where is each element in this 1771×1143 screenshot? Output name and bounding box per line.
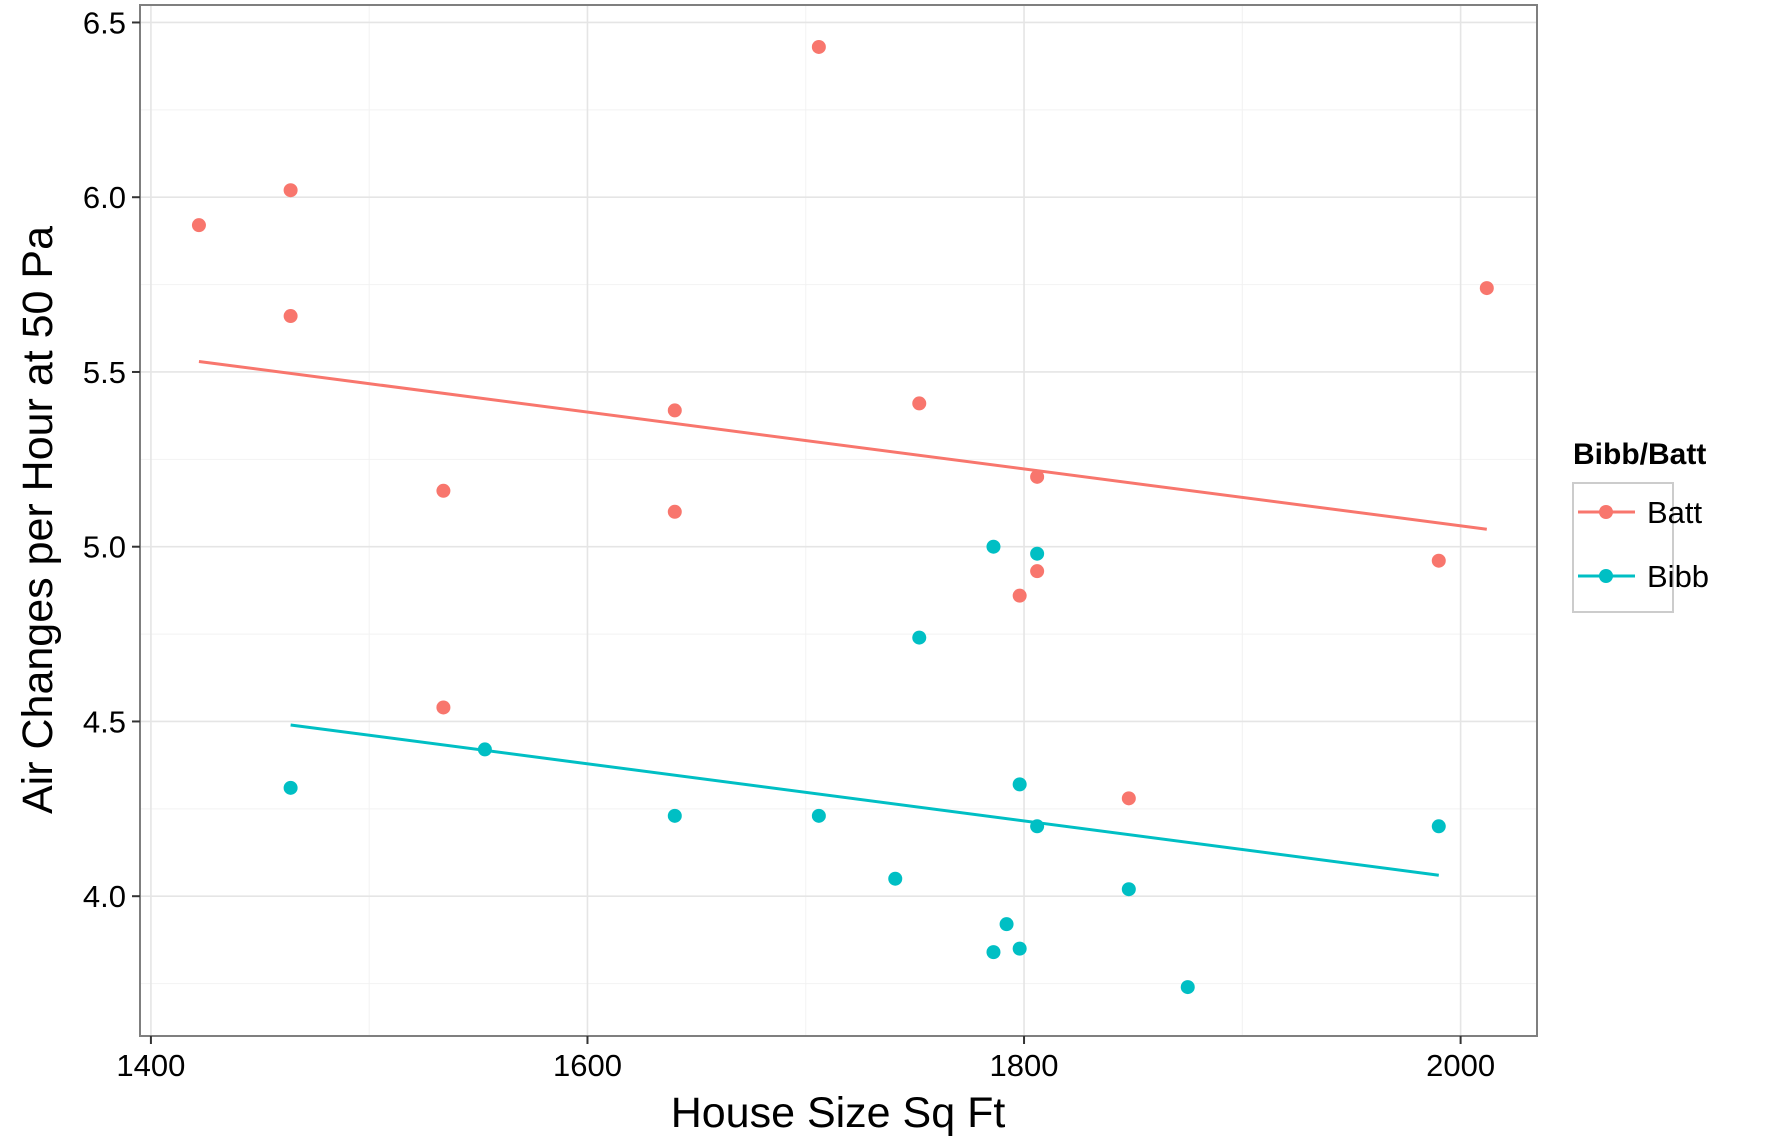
- data-point-bibb: [888, 871, 903, 886]
- data-point-bibb: [1030, 546, 1045, 561]
- data-point-batt: [436, 483, 451, 498]
- data-point-batt: [1479, 281, 1494, 296]
- y-tick-label: 6.5: [83, 5, 126, 40]
- data-point-bibb: [477, 742, 492, 757]
- data-point-batt: [811, 39, 826, 54]
- legend-key-point: [1599, 569, 1613, 583]
- legend-box: [1572, 482, 1674, 613]
- data-point-bibb: [912, 630, 927, 645]
- legend-label-bibb: Bibb: [1647, 559, 1709, 594]
- trend-line-batt: [198, 359, 1487, 531]
- data-point-bibb: [1012, 941, 1027, 956]
- y-tick-label: 6.0: [83, 180, 126, 215]
- data-point-batt: [283, 309, 298, 324]
- grid-major: [140, 5, 1537, 1036]
- data-point-batt: [436, 700, 451, 715]
- plot-panel: [140, 5, 1537, 1036]
- data-point-batt: [191, 218, 206, 233]
- x-tick-label: 1400: [116, 1048, 185, 1083]
- data-point-batt: [1012, 588, 1027, 603]
- data-point-bibb: [811, 808, 826, 823]
- x-axis: 1400 1600 1800 2000: [116, 1036, 1495, 1083]
- y-axis: 4.0 4.5 5.0 5.5 6.0 6.5: [83, 5, 140, 914]
- x-axis-title: House Size Sq Ft: [671, 1089, 1006, 1137]
- data-point-bibb: [999, 917, 1014, 932]
- data-point-batt: [1431, 553, 1446, 568]
- data-point-batt: [1121, 791, 1136, 806]
- y-tick-label: 5.5: [83, 355, 126, 390]
- data-point-bibb: [1180, 980, 1195, 995]
- y-tick-label: 4.0: [83, 879, 126, 914]
- x-tick-label: 1800: [990, 1048, 1059, 1083]
- x-tick-label: 2000: [1426, 1048, 1495, 1083]
- data-point-batt: [1030, 564, 1045, 579]
- data-point-bibb: [283, 780, 298, 795]
- grid-minor: [140, 5, 1537, 1036]
- legend-key-point: [1599, 505, 1613, 519]
- data-point-bibb: [667, 808, 682, 823]
- data-point-batt: [912, 396, 927, 411]
- data-point-batt: [667, 403, 682, 418]
- y-tick-label: 4.5: [83, 704, 126, 739]
- data-point-bibb: [1121, 882, 1136, 897]
- data-point-bibb: [1030, 819, 1045, 834]
- legend-label-batt: Batt: [1647, 495, 1703, 530]
- data-point-bibb: [986, 539, 1001, 554]
- data-points: [191, 39, 1494, 995]
- legend-title: Bibb/Batt: [1573, 438, 1706, 471]
- data-point-batt: [1030, 469, 1045, 484]
- data-point-bibb: [1431, 819, 1446, 834]
- data-point-batt: [283, 183, 298, 198]
- data-point-bibb: [986, 945, 1001, 960]
- plot-border: [139, 4, 1538, 1037]
- data-point-batt: [667, 504, 682, 519]
- y-axis-title: Air Changes per Hour at 50 Pa: [14, 226, 62, 814]
- y-tick-label: 5.0: [83, 530, 126, 565]
- data-point-bibb: [1012, 777, 1027, 792]
- x-tick-label: 1600: [553, 1048, 622, 1083]
- legend: Bibb/Batt Batt Bibb: [1572, 438, 1709, 613]
